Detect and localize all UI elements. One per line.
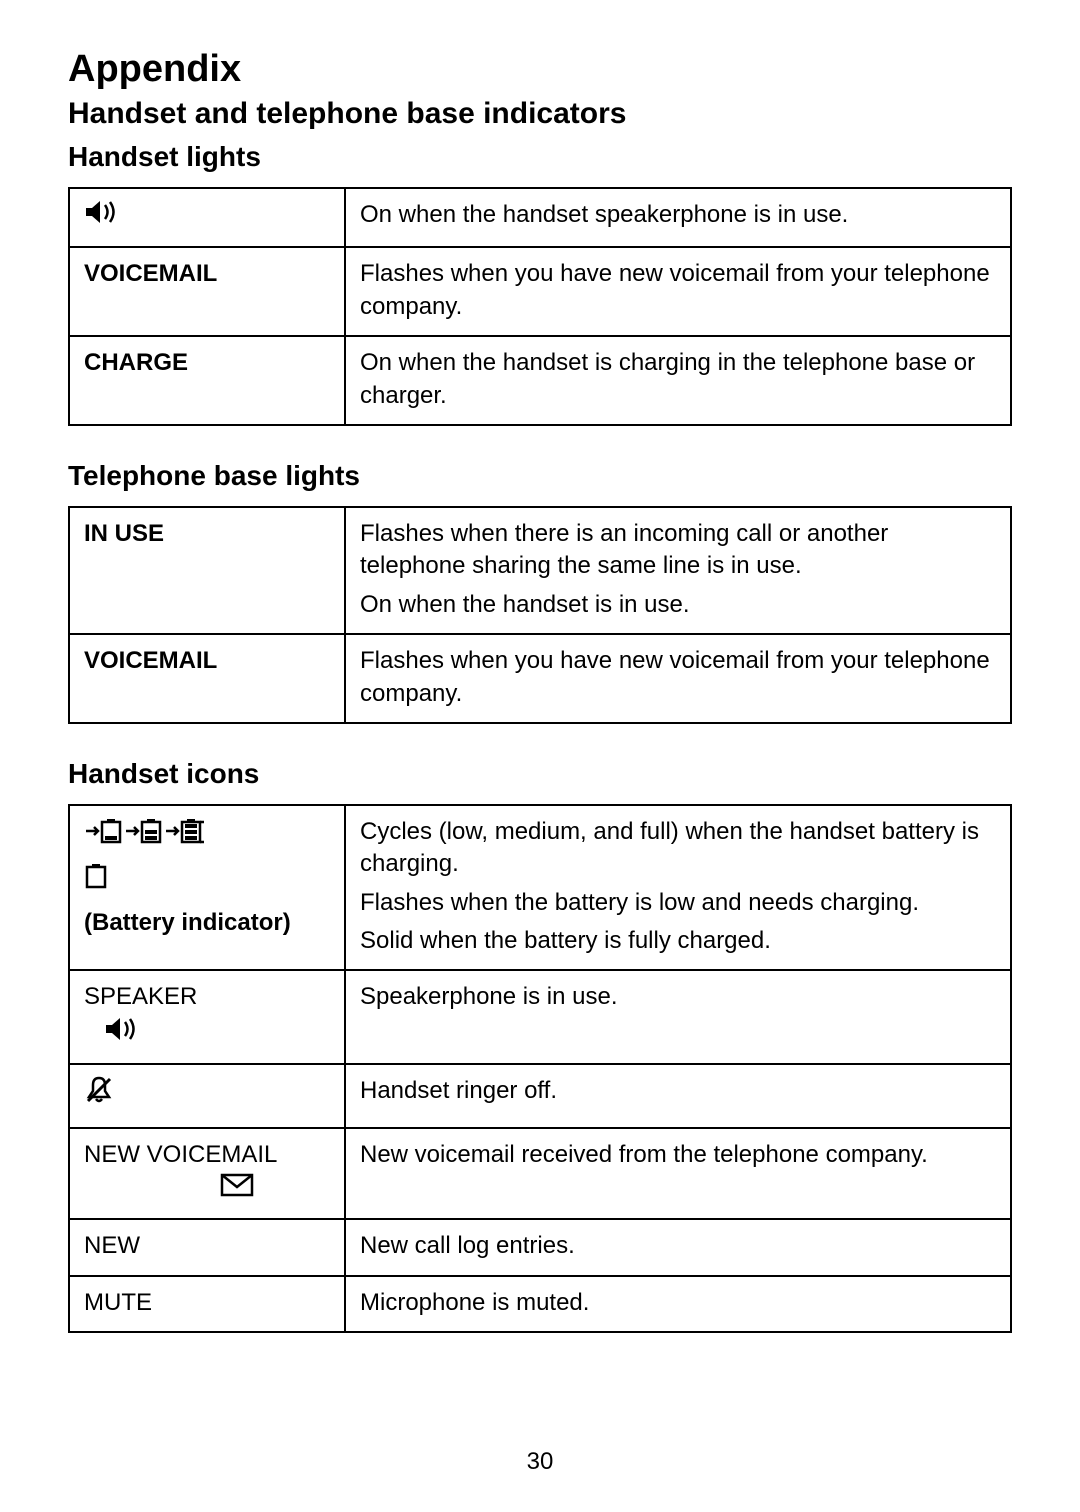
table-handset-lights: On when the handset speakerphone is in u… xyxy=(68,187,1012,426)
ringer-off-icon xyxy=(84,1075,114,1114)
battery-cycle-icon xyxy=(84,816,330,855)
cell-label xyxy=(69,188,345,247)
desc-line: Flashes when the battery is low and need… xyxy=(360,887,996,919)
page-subtitle: Handset and telephone base indicators xyxy=(68,97,1012,131)
cell-desc: Flashes when you have new voicemail from… xyxy=(345,634,1011,723)
table-row: MUTE Microphone is muted. xyxy=(69,1276,1011,1332)
cell-label: (Battery indicator) xyxy=(69,805,345,971)
cell-desc: On when the handset speakerphone is in u… xyxy=(345,188,1011,247)
battery-indicator-label: (Battery indicator) xyxy=(84,907,330,939)
table-row: Handset ringer off. xyxy=(69,1064,1011,1127)
cell-label: CHARGE xyxy=(69,336,345,425)
new-voicemail-label: NEW VOICEMAIL xyxy=(84,1139,277,1171)
speaker-label: SPEAKER xyxy=(84,981,197,1013)
table-handset-icons: (Battery indicator) Cycles (low, medium,… xyxy=(68,804,1012,1333)
cell-label: VOICEMAIL xyxy=(69,634,345,723)
speaker-icon xyxy=(104,1016,144,1051)
cell-desc: On when the handset is charging in the t… xyxy=(345,336,1011,425)
table-row: IN USE Flashes when there is an incoming… xyxy=(69,507,1011,634)
table-row: NEW VOICEMAIL New voicemail received fro… xyxy=(69,1128,1011,1220)
desc-line: On when the handset is in use. xyxy=(360,589,996,621)
desc-line: Flashes when there is an incoming call o… xyxy=(360,518,996,583)
table-base-lights: IN USE Flashes when there is an incoming… xyxy=(68,506,1012,724)
table-row: CHARGE On when the handset is charging i… xyxy=(69,336,1011,425)
section-heading-handset-icons: Handset icons xyxy=(68,758,1012,790)
page-number: 30 xyxy=(0,1448,1080,1476)
desc-line: Solid when the battery is fully charged. xyxy=(360,925,996,957)
table-row: VOICEMAIL Flashes when you have new voic… xyxy=(69,634,1011,723)
cell-label: MUTE xyxy=(69,1276,345,1332)
cell-label xyxy=(69,1064,345,1127)
section-heading-base-lights: Telephone base lights xyxy=(68,460,1012,492)
envelope-icon xyxy=(220,1173,254,1206)
cell-desc: Cycles (low, medium, and full) when the … xyxy=(345,805,1011,971)
cell-desc: Speakerphone is in use. xyxy=(345,970,1011,1064)
cell-desc: New voicemail received from the telephon… xyxy=(345,1128,1011,1220)
section-heading-handset-lights: Handset lights xyxy=(68,141,1012,173)
table-row: SPEAKER Speakerphone is in use. xyxy=(69,970,1011,1064)
speaker-icon xyxy=(84,199,124,234)
table-row: On when the handset speakerphone is in u… xyxy=(69,188,1011,247)
cell-label: NEW VOICEMAIL xyxy=(69,1128,345,1220)
battery-empty-icon xyxy=(84,861,330,900)
cell-desc: Flashes when there is an incoming call o… xyxy=(345,507,1011,634)
cell-desc: Flashes when you have new voicemail from… xyxy=(345,247,1011,336)
cell-label: NEW xyxy=(69,1219,345,1275)
cell-desc: Handset ringer off. xyxy=(345,1064,1011,1127)
table-row: VOICEMAIL Flashes when you have new voic… xyxy=(69,247,1011,336)
cell-label: SPEAKER xyxy=(69,970,345,1064)
cell-desc: New call log entries. xyxy=(345,1219,1011,1275)
cell-label: VOICEMAIL xyxy=(69,247,345,336)
cell-desc: Microphone is muted. xyxy=(345,1276,1011,1332)
table-row: NEW New call log entries. xyxy=(69,1219,1011,1275)
desc-line: Cycles (low, medium, and full) when the … xyxy=(360,816,996,881)
page-title: Appendix xyxy=(68,48,1012,91)
table-row: (Battery indicator) Cycles (low, medium,… xyxy=(69,805,1011,971)
cell-label: IN USE xyxy=(69,507,345,634)
